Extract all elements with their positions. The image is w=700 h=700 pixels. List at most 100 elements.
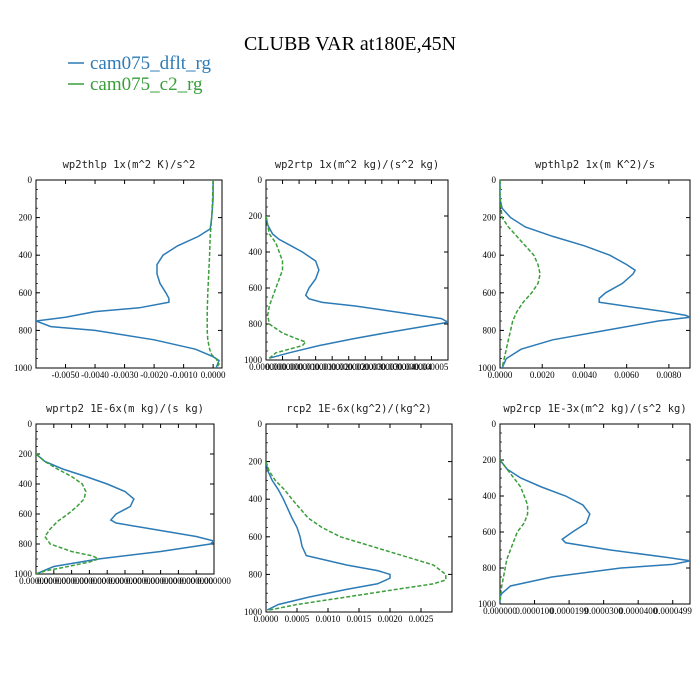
y-tick-label: 400 <box>249 247 263 257</box>
y-tick-label: 200 <box>19 213 33 223</box>
plot-frame <box>499 423 691 605</box>
panel-6: wp2rcp 1E-3x(m^2 kg)/(s^2 kg) 0 200 400 600 8… <box>478 403 692 616</box>
y-tick-label: 600 <box>249 532 263 542</box>
series-line-c2 <box>500 459 529 603</box>
x-tick-label: 0.000000 <box>266 362 300 372</box>
y-tick-label: 600 <box>249 283 263 293</box>
y-tick-label: 0 <box>28 419 33 429</box>
x-tick-label: 0.0060 <box>614 370 639 380</box>
y-tick-label: 600 <box>483 288 497 298</box>
x-tick-label: 0.000000 <box>162 576 196 586</box>
x-tick-label: 0.000002 <box>315 362 349 372</box>
y-tick-label: 200 <box>483 213 497 223</box>
x-tick-label: 0.0080 <box>657 370 682 380</box>
plot-frame <box>35 423 215 575</box>
plot-frame <box>265 423 453 613</box>
x-tick-label: 0.000005 <box>415 362 449 372</box>
x-tick-label: 0.000000 <box>19 576 53 586</box>
x-tick-label: 0.0020 <box>530 370 555 380</box>
y-tick-label: 600 <box>483 527 497 537</box>
y-tick-label: 400 <box>249 494 263 504</box>
y-tick-label: 200 <box>249 211 263 221</box>
y-tick-label: 400 <box>19 479 33 489</box>
x-tick-label: 0.0010 <box>316 614 341 624</box>
series-line-dflt <box>500 180 690 368</box>
legend-label-dflt: cam075_dflt_rg <box>90 53 212 74</box>
x-tick-label: 0.0000400 <box>619 606 658 616</box>
plot-frame <box>35 179 223 369</box>
x-tick-label: 0.000000 <box>179 576 213 586</box>
y-tick-label: 0 <box>492 419 497 429</box>
panel-title: wp2rcp 1E-3x(m^2 kg)/(s^2 kg) <box>503 403 686 415</box>
x-tick-label: 0.000004 <box>398 362 432 372</box>
y-tick-label: 0 <box>258 419 263 429</box>
y-tick-label: 0 <box>492 175 497 185</box>
y-tick-label: 1000 <box>14 569 33 579</box>
x-tick-label: 0.000001 <box>299 362 333 372</box>
series-line-dflt <box>500 459 690 603</box>
x-tick-label: 0.000003 <box>365 362 399 372</box>
series-line-c2 <box>36 453 101 574</box>
y-tick-label: 1000 <box>244 607 263 617</box>
y-tick-label: 800 <box>483 325 497 335</box>
figure-title: CLUBB VAR at180E,45N <box>244 33 456 55</box>
y-tick-label: 1000 <box>478 363 497 373</box>
x-tick-label: 0.000004 <box>381 362 415 372</box>
y-tick-label: 1000 <box>244 355 263 365</box>
x-tick-label: -0.0040 <box>81 370 109 380</box>
x-tick-label: 0.0015 <box>347 614 372 624</box>
y-tick-label: 200 <box>19 449 33 459</box>
x-tick-label: 0.0000199 <box>550 606 589 616</box>
series-line-dflt <box>36 453 214 574</box>
y-tick-label: 0 <box>258 175 263 185</box>
panels: wp2thlp 1x(m^2 K)/s^2 0 200 400 600 800 1000 -0… <box>14 159 692 624</box>
x-tick-label: 0.000001 <box>282 362 316 372</box>
x-tick-label: 0.0000 <box>201 370 226 380</box>
x-tick-label: 0.000000 <box>144 576 178 586</box>
x-tick-label: 0.000000 <box>197 576 231 586</box>
x-tick-label: 0.0005 <box>285 614 310 624</box>
x-tick-label: 0.000003 <box>348 362 382 372</box>
series-line-dflt <box>266 215 448 359</box>
y-tick-label: 200 <box>483 455 497 465</box>
series-line-c2 <box>266 215 308 359</box>
x-tick-label: 0.000002 <box>332 362 366 372</box>
x-tick-label: 0.000000 <box>483 606 517 616</box>
y-tick-label: 400 <box>483 250 497 260</box>
x-tick-label: 0.0040 <box>572 370 597 380</box>
y-tick-label: 800 <box>483 563 497 573</box>
x-tick-label: 0.000000 <box>249 362 283 372</box>
panel-5: rcp2 1E-6x(kg^2)/(kg^2) 0 200 400 600 800 1000… <box>244 403 453 624</box>
panel-title: wpthlp2 1x(m K^2)/s <box>535 159 655 171</box>
x-tick-label: 0.0000499 <box>654 606 693 616</box>
x-tick-label: 0.0000300 <box>585 606 624 616</box>
legend: cam075_dflt_rg cam075_c2_rg <box>68 53 212 95</box>
series-line-dflt <box>36 180 220 368</box>
panel-2: wp2rtp 1x(m^2 kg)/(s^2 kg) 0 200 400 600 800 1… <box>244 159 449 372</box>
series-line-c2 <box>500 180 541 368</box>
x-tick-label: -0.0030 <box>111 370 139 380</box>
y-tick-label: 800 <box>19 539 33 549</box>
x-tick-label: -0.0050 <box>52 370 80 380</box>
x-tick-label: 0.000000 <box>55 576 89 586</box>
x-tick-label: 0.0000 <box>254 614 279 624</box>
y-tick-label: 800 <box>249 569 263 579</box>
y-tick-label: 0 <box>28 175 33 185</box>
panel-1: wp2thlp 1x(m^2 K)/s^2 0 200 400 600 800 1000 -0… <box>14 159 226 380</box>
x-tick-label: 0.000000 <box>90 576 124 586</box>
x-tick-label: 0.0025 <box>409 614 434 624</box>
x-tick-label: 0.0000 <box>488 370 513 380</box>
x-tick-label: 0.000000 <box>73 576 107 586</box>
series-line-c2 <box>206 180 220 368</box>
panel-3: wpthlp2 1x(m K^2)/s020040060080010000.00… <box>478 159 691 380</box>
series-line-c2 <box>266 461 447 611</box>
y-tick-label: 800 <box>249 319 263 329</box>
panel-4: wprtp2 1E-6x(m kg)/(s kg) 0 200 400 600 800 10… <box>14 403 231 586</box>
y-tick-label: 600 <box>19 509 33 519</box>
y-tick-label: 800 <box>19 325 33 335</box>
y-tick-label: 600 <box>19 288 33 298</box>
x-tick-label: 0.000000 <box>37 576 71 586</box>
x-tick-label: -0.0010 <box>170 370 198 380</box>
legend-label-c2: cam075_c2_rg <box>90 74 203 95</box>
